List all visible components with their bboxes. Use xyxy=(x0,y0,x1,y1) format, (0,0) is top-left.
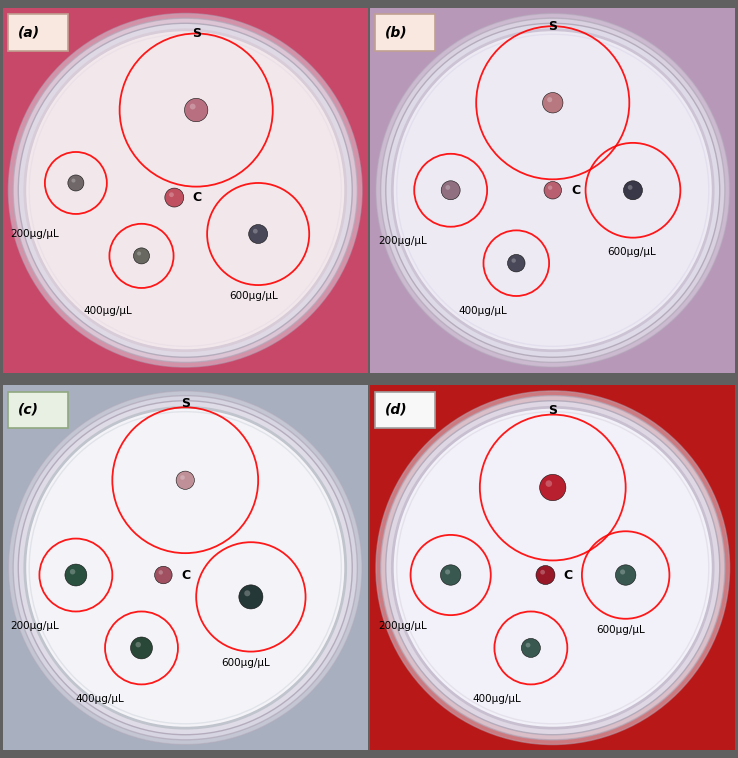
Circle shape xyxy=(376,14,730,367)
Text: (b): (b) xyxy=(385,26,407,39)
Circle shape xyxy=(13,18,357,362)
Circle shape xyxy=(176,471,194,490)
Text: 200μg/μL: 200μg/μL xyxy=(378,236,427,246)
FancyBboxPatch shape xyxy=(375,392,435,428)
Circle shape xyxy=(72,179,75,183)
Text: S: S xyxy=(548,20,557,33)
Circle shape xyxy=(190,104,196,109)
Circle shape xyxy=(249,224,268,243)
Text: C: C xyxy=(571,183,580,197)
Text: C: C xyxy=(193,191,201,204)
Circle shape xyxy=(18,23,352,357)
Text: (d): (d) xyxy=(385,402,407,417)
Text: 400μg/μL: 400μg/μL xyxy=(83,305,132,315)
Circle shape xyxy=(445,569,450,575)
Circle shape xyxy=(134,248,150,264)
Text: C: C xyxy=(182,568,190,581)
Circle shape xyxy=(159,570,163,575)
Circle shape xyxy=(547,97,552,102)
Circle shape xyxy=(441,565,461,585)
Text: 600μg/μL: 600μg/μL xyxy=(607,247,656,257)
Text: 400μg/μL: 400μg/μL xyxy=(472,694,521,704)
Circle shape xyxy=(539,475,566,500)
Circle shape xyxy=(137,252,141,255)
Circle shape xyxy=(8,14,362,367)
Circle shape xyxy=(525,643,531,647)
FancyBboxPatch shape xyxy=(7,392,68,428)
Text: 400μg/μL: 400μg/μL xyxy=(76,694,125,704)
Circle shape xyxy=(13,396,357,740)
Circle shape xyxy=(615,565,636,585)
Circle shape xyxy=(8,391,362,744)
Circle shape xyxy=(25,30,345,351)
Circle shape xyxy=(628,185,632,190)
Circle shape xyxy=(180,475,184,480)
Circle shape xyxy=(25,407,345,728)
Text: 600μg/μL: 600μg/μL xyxy=(229,291,277,301)
Text: S: S xyxy=(192,27,201,40)
Circle shape xyxy=(239,585,263,609)
Circle shape xyxy=(511,258,516,263)
Circle shape xyxy=(70,569,75,575)
Circle shape xyxy=(244,590,250,597)
Text: 400μg/μL: 400μg/μL xyxy=(458,305,507,315)
Circle shape xyxy=(446,185,450,190)
Text: (c): (c) xyxy=(18,402,38,417)
Circle shape xyxy=(18,401,352,735)
Text: C: C xyxy=(564,568,573,581)
Circle shape xyxy=(381,396,725,740)
Circle shape xyxy=(548,186,552,190)
Circle shape xyxy=(184,99,208,122)
Circle shape xyxy=(165,188,184,207)
Text: 600μg/μL: 600μg/μL xyxy=(221,657,270,668)
Circle shape xyxy=(68,175,84,191)
Circle shape xyxy=(386,23,720,357)
Circle shape xyxy=(522,638,540,657)
Text: 200μg/μL: 200μg/μL xyxy=(10,621,59,631)
Circle shape xyxy=(393,407,713,728)
Circle shape xyxy=(393,30,713,351)
Circle shape xyxy=(386,401,720,735)
Circle shape xyxy=(253,229,258,233)
Text: 600μg/μL: 600μg/μL xyxy=(596,625,645,634)
FancyBboxPatch shape xyxy=(375,14,435,51)
Circle shape xyxy=(155,566,172,584)
Circle shape xyxy=(620,569,625,575)
Text: S: S xyxy=(548,405,557,418)
Text: S: S xyxy=(181,397,190,410)
Circle shape xyxy=(136,642,141,647)
Circle shape xyxy=(65,564,87,586)
Circle shape xyxy=(131,637,153,659)
Circle shape xyxy=(381,18,725,362)
Circle shape xyxy=(540,570,545,575)
Circle shape xyxy=(441,181,461,200)
Circle shape xyxy=(544,181,562,199)
FancyBboxPatch shape xyxy=(7,14,68,51)
Circle shape xyxy=(624,181,643,200)
Circle shape xyxy=(376,391,730,744)
Text: 200μg/μL: 200μg/μL xyxy=(378,621,427,631)
Text: 200μg/μL: 200μg/μL xyxy=(10,229,59,239)
Circle shape xyxy=(508,255,525,272)
Circle shape xyxy=(536,565,555,584)
Circle shape xyxy=(169,193,174,197)
Text: (a): (a) xyxy=(18,26,40,39)
Circle shape xyxy=(542,92,563,113)
Circle shape xyxy=(545,481,552,487)
